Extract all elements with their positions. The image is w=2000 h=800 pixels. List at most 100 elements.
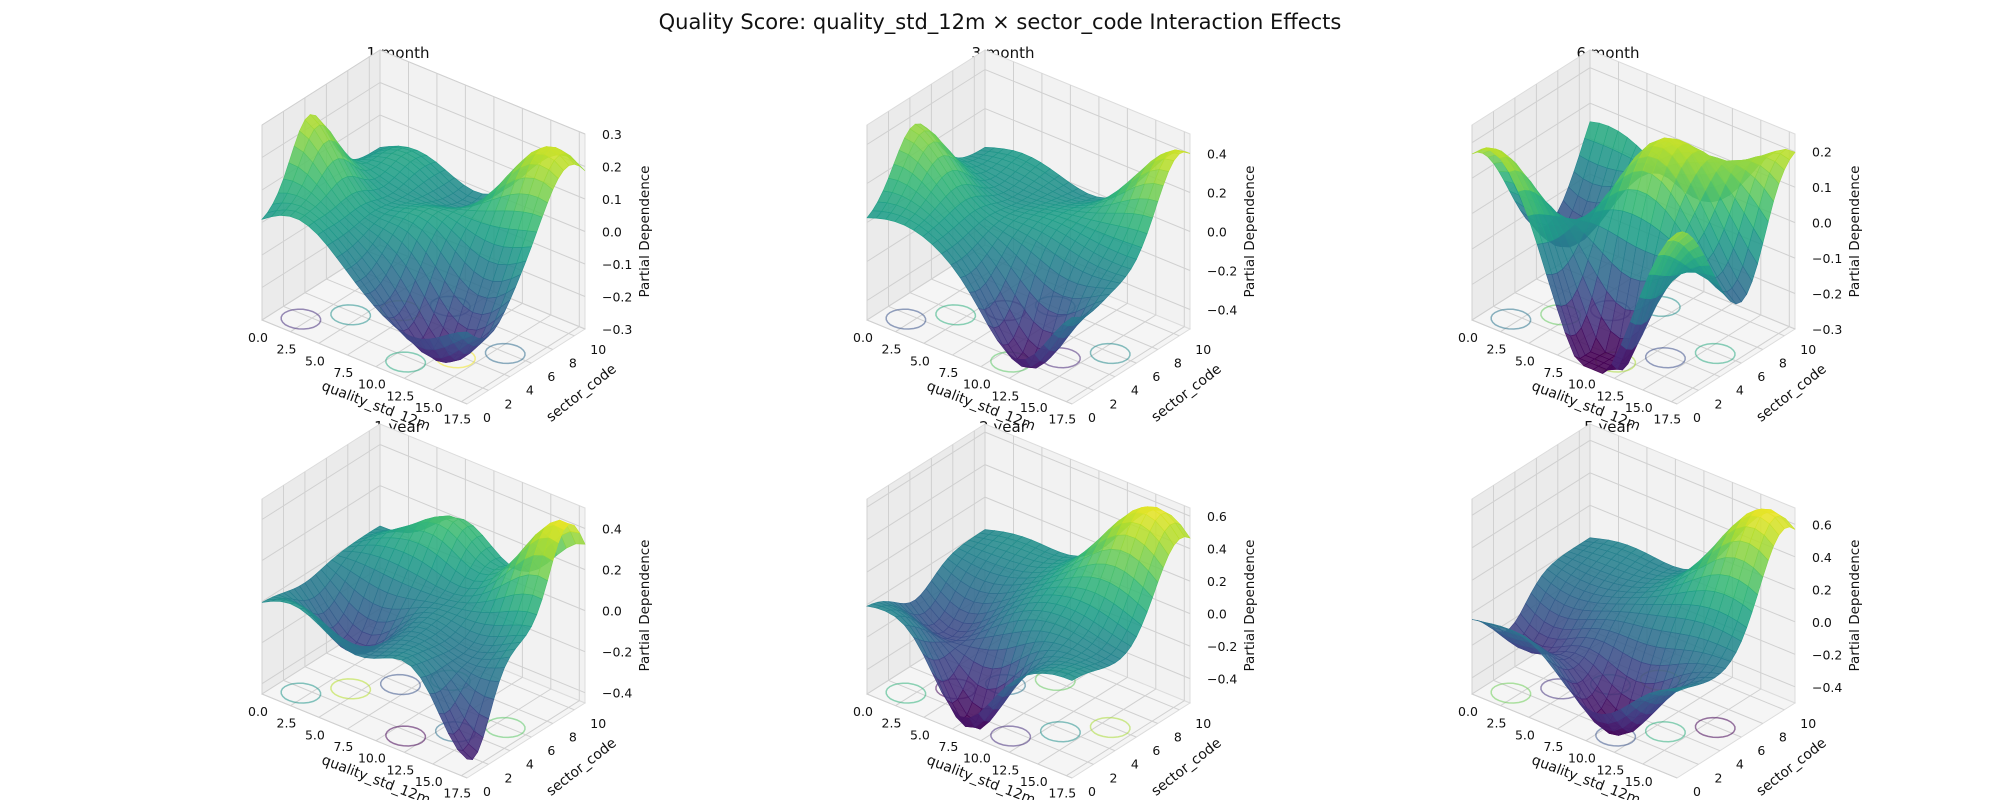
contour-line — [1039, 721, 1081, 743]
surface — [1471, 508, 1796, 736]
z-tick-label: 0.1 — [602, 192, 622, 207]
z-tick-label: 0.0 — [1812, 615, 1832, 630]
contour-line — [1644, 347, 1686, 369]
x-tick-label: 12.5 — [1596, 388, 1624, 403]
x-tick-label: 2.5 — [882, 342, 902, 357]
y-tick-label: 10 — [1800, 342, 1816, 357]
z-axis-label: Partial Dependence — [1847, 539, 1863, 671]
x-tick-label: 17.5 — [1653, 412, 1681, 427]
contour-line — [280, 308, 322, 330]
y-tick-label: 4 — [1736, 757, 1744, 772]
z-tick-label: 0.4 — [602, 522, 622, 537]
z-tick-label: −0.2 — [1207, 639, 1237, 654]
contour-line — [1644, 721, 1686, 743]
surface — [866, 123, 1191, 369]
x-tick-label: 15.0 — [1625, 774, 1653, 789]
y-tick-label: 8 — [569, 729, 577, 744]
x-tick-label: 15.0 — [415, 774, 443, 789]
z-axis-label: Partial Dependence — [1242, 165, 1258, 297]
grid-line — [866, 125, 1073, 405]
z-axis-label: Partial Dependence — [637, 539, 653, 671]
x-tick-label: 17.5 — [1048, 412, 1076, 427]
x-tick-label: 10.0 — [963, 751, 991, 766]
y-tick-label: 6 — [547, 743, 555, 758]
grid-line — [261, 485, 586, 571]
z-tick-labels: −0.4 −0.2 0.0 0.2 0.4 0.6 — [1207, 509, 1237, 687]
y-tick-label: 0 — [1088, 784, 1096, 799]
contour-line — [385, 351, 427, 373]
contour-line — [330, 678, 372, 700]
x-tick-label: 5.0 — [305, 353, 325, 368]
x-tick-label: 12.5 — [386, 762, 414, 777]
y-tick-label: 6 — [1152, 743, 1160, 758]
contour-line — [1089, 716, 1131, 739]
x-tick-label: 17.5 — [443, 786, 471, 800]
x-tick-label: 17.5 — [1048, 786, 1076, 800]
y-tick-label: 8 — [1174, 729, 1182, 744]
z-tick-label: 0.0 — [1207, 225, 1227, 240]
y-tick-label: 6 — [1152, 369, 1160, 384]
x-tick-label: 0.0 — [853, 704, 873, 719]
x-tick-label: 15.0 — [1020, 774, 1048, 789]
z-tick-label: −0.3 — [602, 322, 632, 337]
grid-line — [866, 499, 1073, 779]
z-axis-label: Partial Dependence — [1847, 165, 1863, 297]
z-tick-label: 0.2 — [602, 563, 622, 578]
y-tick-label: 6 — [547, 369, 555, 384]
y-tick-label: 10 — [590, 716, 606, 731]
y-tick-label: 8 — [1779, 355, 1787, 370]
contour-line — [990, 725, 1032, 747]
grid-line — [1471, 67, 1796, 153]
y-tick-label: 2 — [1714, 770, 1722, 785]
contour-line — [330, 304, 372, 326]
x-tick-label: 2.5 — [1487, 342, 1507, 357]
y-tick-label: 6 — [1757, 369, 1765, 384]
x-tick-labels: 0.0 2.5 5.0 7.5 10.012.515.0 — [1458, 704, 1653, 789]
surface-patch — [1666, 231, 1683, 242]
z-tick-label: −0.4 — [1207, 672, 1237, 687]
y-tick-label: 0 — [1693, 410, 1701, 425]
x-tick-label: 7.5 — [938, 365, 958, 380]
x-tick-label: 12.5 — [1596, 762, 1624, 777]
x-tick-label: 10.0 — [1568, 377, 1596, 392]
y-tick-label: 0 — [483, 784, 491, 799]
z-tick-labels: −0.3 −0.2 −0.1 0.0 0.1 0.2 0.3 — [602, 127, 632, 337]
x-tick-label: 0.0 — [248, 704, 268, 719]
z-axis-label: Partial Dependence — [637, 165, 653, 297]
x-tick-label: 10.0 — [358, 751, 386, 766]
z-tick-labels: −0.4 −0.2 0.0 0.2 0.4 0.6 — [1812, 517, 1842, 695]
y-tick-label: 4 — [1736, 383, 1744, 398]
grid-line — [1514, 471, 1721, 752]
x-tick-label: 5.0 — [1515, 353, 1535, 368]
z-tick-label: 0.6 — [1812, 517, 1832, 532]
contour-line — [484, 342, 526, 365]
z-tick-label: 0.0 — [1207, 607, 1227, 622]
z-tick-label: −0.2 — [1812, 647, 1842, 662]
grid-line — [261, 499, 468, 779]
z-tick-label: 0.3 — [602, 127, 622, 142]
x-tick-label: 15.0 — [1625, 400, 1653, 415]
grid-line — [283, 485, 489, 765]
surface-patch — [1062, 673, 1079, 681]
y-tick-label: 4 — [526, 757, 534, 772]
x-tick-label: 10.0 — [358, 377, 386, 392]
z-tick-labels: −0.4 −0.2 0.0 0.2 0.4 — [602, 522, 632, 701]
grid-line — [1471, 472, 1796, 558]
z-tick-label: 0.2 — [1207, 186, 1227, 201]
z-tick-label: −0.2 — [1812, 287, 1842, 302]
contour-line — [1490, 308, 1532, 330]
z-tick-label: 0.4 — [1207, 542, 1227, 557]
z-tick-label: −0.3 — [1812, 322, 1842, 337]
x-tick-label: 0.0 — [1458, 704, 1478, 719]
x-tick-label: 0.0 — [853, 330, 873, 345]
x-tick-label: 2.5 — [1487, 716, 1507, 731]
y-tick-label: 8 — [569, 355, 577, 370]
surface-patch — [1667, 688, 1683, 692]
